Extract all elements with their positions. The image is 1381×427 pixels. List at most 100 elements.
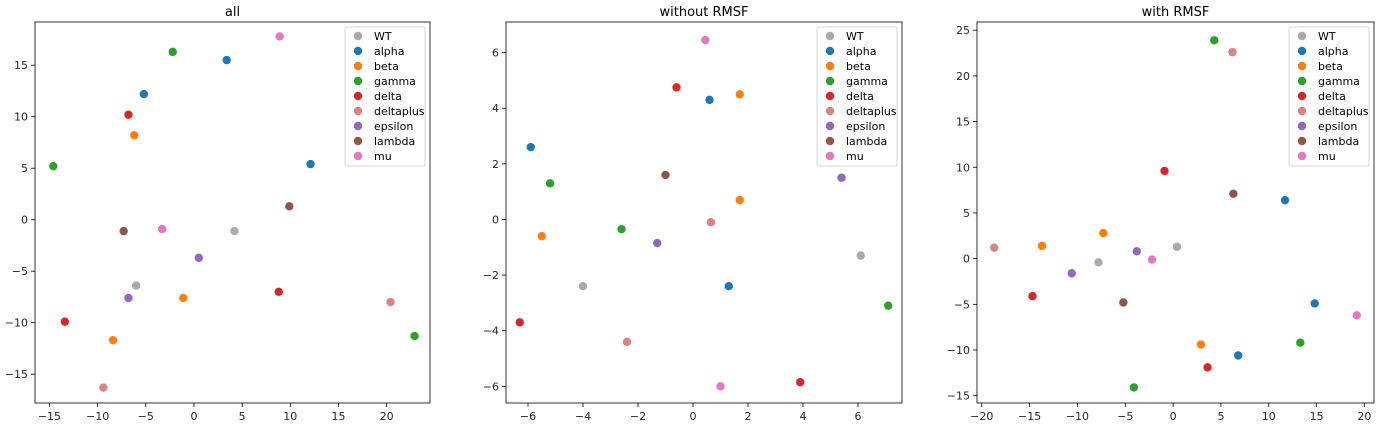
chart-title: without RMSF — [660, 5, 749, 20]
point-beta-2 — [1196, 340, 1206, 349]
point-epsilon-0 — [194, 253, 203, 263]
point-epsilon-0 — [653, 238, 662, 248]
legend-label-alpha: alpha — [1318, 45, 1349, 58]
x-tick-label: 15 — [1310, 410, 1324, 423]
legend-label-WT: WT — [374, 30, 392, 43]
legend-label-lambda: lambda — [374, 135, 415, 148]
y-tick-label: 2 — [492, 158, 499, 171]
x-tick-label: −2 — [630, 410, 646, 423]
point-epsilon-0 — [1132, 247, 1141, 256]
point-beta-0 — [735, 90, 744, 99]
y-tick-label: 4 — [492, 102, 499, 115]
legend-label-WT: WT — [846, 30, 864, 43]
legend-marker-delta — [1297, 91, 1307, 101]
legend-marker-gamma — [1297, 76, 1307, 86]
plot-frame — [505, 21, 903, 404]
legend-marker-beta — [353, 61, 363, 71]
legend-marker-lambda — [825, 136, 835, 146]
legend-label-alpha: alpha — [374, 45, 405, 58]
point-mu-0 — [701, 35, 710, 45]
legend-marker-epsilon — [353, 121, 363, 131]
legend-label-mu: mu — [1318, 150, 1336, 163]
point-delta-0 — [124, 110, 133, 119]
chart-panel-1: without RMSF −6 −4 −2 0 2 4 6 −6 −4 −2 0 2 4 6 WT alpha b… — [483, 5, 903, 423]
y-tick-label: −5 — [954, 298, 970, 311]
point-WT-0 — [1094, 258, 1103, 267]
legend-label-mu: mu — [846, 150, 864, 163]
x-tick-label: −15 — [1018, 410, 1041, 423]
legend-box — [344, 26, 426, 167]
x-tick-label: −5 — [1117, 410, 1133, 423]
y-tick-label: 15 — [956, 116, 970, 129]
point-mu-1 — [1352, 311, 1361, 320]
point-alpha-1 — [1310, 299, 1319, 308]
point-beta-0 — [1037, 241, 1047, 251]
point-lambda-1 — [285, 202, 294, 211]
legend-marker-deltaplus — [353, 106, 363, 116]
point-alpha-1 — [705, 95, 714, 105]
x-tick-label: 2 — [745, 410, 752, 423]
point-mu-0 — [1147, 255, 1157, 264]
point-delta-0 — [1160, 166, 1169, 176]
legend-label-lambda: lambda — [1318, 135, 1359, 148]
legend-label-beta: beta — [846, 60, 871, 73]
legend-marker-delta — [353, 91, 363, 101]
point-deltaplus-1 — [99, 383, 108, 392]
point-WT-1 — [230, 226, 239, 236]
point-deltaplus-1 — [990, 243, 999, 252]
point-gamma-0 — [168, 47, 177, 57]
y-tick-label: 0 — [963, 253, 970, 266]
point-alpha-2 — [306, 159, 315, 169]
point-deltaplus-1 — [622, 337, 632, 347]
x-tick-label: 10 — [283, 410, 297, 423]
y-tick-label: −6 — [483, 380, 499, 393]
y-tick-label: −2 — [483, 269, 499, 282]
y-tick-label: −4 — [483, 325, 499, 338]
x-tick-label: 0 — [1170, 410, 1177, 423]
legend-label-gamma: gamma — [1318, 75, 1360, 88]
x-tick-label: −20 — [970, 410, 993, 423]
point-beta-2 — [735, 195, 744, 205]
y-tick-label: −5 — [12, 265, 28, 278]
point-deltaplus-0 — [706, 218, 716, 227]
legend-marker-mu — [353, 151, 363, 161]
point-mu-1 — [275, 32, 284, 41]
legend: WT alpha beta gamma delta deltaplus epsilon lam… — [344, 26, 426, 167]
point-WT-1 — [856, 251, 865, 260]
y-tick-label: 5 — [963, 207, 970, 220]
y-tick-label: 6 — [492, 47, 499, 60]
y-tick-label: 25 — [956, 24, 970, 37]
x-tick-label: −4 — [575, 410, 591, 423]
legend-label-epsilon: epsilon — [846, 120, 885, 133]
chart-panel-2: with RMSF−20 −15 −10 −5 0 5 10 15 20−15−10−50510… — [947, 5, 1375, 423]
legend-label-gamma: gamma — [846, 75, 888, 88]
legend-label-alpha: alpha — [846, 45, 877, 58]
point-WT-0 — [131, 281, 141, 290]
legend-marker-WT — [353, 31, 363, 41]
point-delta-1 — [60, 317, 70, 326]
point-beta-1 — [537, 231, 546, 241]
legend: WT alpha beta gamma delta deltaplus epsilon lam… — [1288, 26, 1370, 167]
plot-frame — [34, 21, 431, 404]
y-tick-label: 0 — [21, 214, 28, 227]
x-tick-label: −5 — [138, 410, 154, 423]
x-tick-label: 5 — [1217, 410, 1224, 423]
x-tick-label: −15 — [38, 410, 61, 423]
point-alpha-0 — [1280, 195, 1290, 205]
point-beta-1 — [1099, 228, 1108, 238]
x-tick-label: 0 — [190, 410, 197, 423]
point-alpha-2 — [724, 281, 733, 291]
x-tick-label: 5 — [239, 410, 246, 423]
point-gamma-0 — [1210, 36, 1219, 45]
point-delta-1 — [1028, 291, 1037, 301]
chart-title: with RMSF — [1142, 5, 1210, 20]
point-gamma-1 — [1296, 338, 1305, 347]
point-alpha-1 — [222, 55, 231, 65]
point-delta-1 — [515, 318, 524, 327]
y-tick-label: −15 — [947, 390, 970, 403]
legend-label-gamma: gamma — [374, 75, 416, 88]
point-mu-1 — [716, 382, 725, 391]
point-epsilon-1 — [124, 293, 133, 303]
legend-marker-alpha — [825, 46, 835, 56]
legend-label-epsilon: epsilon — [374, 120, 413, 133]
